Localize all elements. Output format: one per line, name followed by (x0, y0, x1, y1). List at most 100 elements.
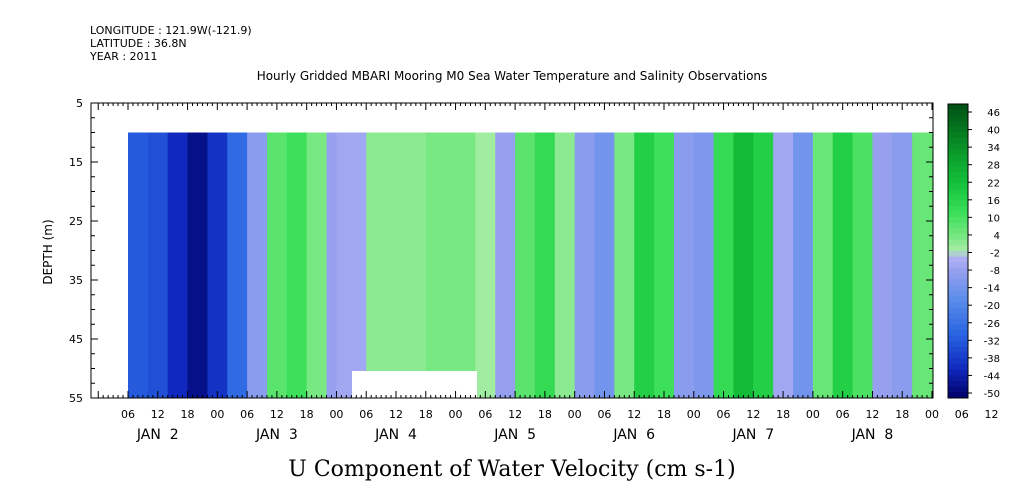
x-hour-label: 06 (836, 408, 850, 421)
colorbar-swatch (948, 194, 968, 201)
colorbar-swatch (948, 296, 968, 303)
heatmap-cell (832, 132, 854, 398)
colorbar-swatch (948, 109, 968, 116)
colorbar-swatch (948, 279, 968, 286)
colorbar-label: -38 (984, 354, 1000, 365)
heatmap-cell (892, 132, 913, 398)
colorbar-swatch (948, 245, 968, 252)
heatmap-cell (673, 132, 695, 398)
colorbar-swatch (948, 347, 968, 354)
x-hour-label: 06 (240, 408, 254, 421)
colorbar-swatch (948, 104, 968, 111)
x-hour-label: 06 (717, 408, 731, 421)
heatmap-cell (773, 132, 794, 398)
heatmap-cell (515, 132, 536, 398)
x-hour-label: 12 (985, 408, 999, 421)
colorbar-label: -50 (984, 389, 1000, 400)
colorbar-label: 46 (987, 108, 1000, 119)
chart-title: Hourly Gridded MBARI Mooring M0 Sea Wate… (257, 69, 768, 83)
colorbar-swatch (948, 284, 968, 292)
colorbar-label: 34 (987, 143, 1000, 154)
heatmap-cell (912, 132, 933, 398)
x-hour-label: 12 (865, 408, 879, 421)
colorbar-swatch (948, 132, 968, 139)
longitude-label: LONGITUDE : 121.9W(-121.9) (90, 24, 252, 37)
colorbar-swatch (948, 301, 968, 309)
colorbar-label: -26 (984, 319, 1000, 330)
colorbar-swatch (948, 392, 968, 399)
year-label: YEAR : 2011 (89, 50, 158, 63)
colorbar-label: 28 (987, 161, 1000, 172)
heatmap-cell (733, 132, 754, 398)
colorbar-label: 4 (994, 231, 1000, 242)
heatmap-cell (534, 132, 556, 398)
x-day-label: JAN 3 (255, 427, 298, 443)
colorbar-swatch (948, 239, 968, 246)
colorbar-label: -8 (990, 266, 1000, 277)
colorbar-label: -2 (990, 249, 1000, 260)
colorbar-swatch (948, 234, 968, 241)
x-hour-label: 00 (210, 408, 224, 421)
colorbar-swatch (948, 154, 968, 162)
y-tick-label: 45 (69, 333, 83, 346)
x-hour-label: 18 (300, 408, 314, 421)
heatmap-cell (654, 132, 675, 398)
colorbar-swatch (948, 324, 968, 331)
colorbar-swatch (948, 211, 968, 218)
heatmap-cell (396, 132, 427, 398)
heatmap-cell (227, 132, 248, 398)
colorbar-swatch (948, 313, 968, 320)
heatmap-cell (366, 132, 397, 398)
colorbar-swatch (948, 290, 968, 297)
x-hour-label: 06 (359, 408, 373, 421)
colorbar-swatch (948, 251, 968, 258)
y-axis: 5 15 25 35 45 55 (69, 97, 933, 405)
heatmap-cell (554, 132, 576, 398)
colorbar-label: 40 (987, 126, 1000, 137)
x-hour-label: 00 (806, 408, 820, 421)
x-hour-label: 06 (955, 408, 969, 421)
heatmap-cell (207, 132, 228, 398)
x-hour-label: 18 (776, 408, 790, 421)
colorbar-swatch (948, 120, 968, 128)
colorbar-swatch (948, 188, 968, 195)
colorbar-swatch (948, 330, 968, 337)
colorbar-swatch (948, 341, 968, 348)
heatmap-cell (793, 132, 814, 398)
heatmap-cell (475, 132, 496, 398)
colorbar-label: -44 (984, 371, 1000, 382)
colorbar-swatch (948, 205, 968, 212)
heatmap-cell (574, 132, 596, 398)
colorbar-swatch (948, 222, 968, 229)
colorbar-swatch (948, 200, 968, 207)
colorbar-swatch (948, 228, 968, 235)
y-tick-label: 25 (69, 215, 83, 228)
colorbar-swatch (948, 335, 968, 342)
colorbar-frame (947, 103, 969, 399)
heatmap-cell (187, 132, 209, 398)
colorbar-swatch (948, 177, 968, 184)
colorbar-swatch (948, 149, 968, 156)
colorbar-label: 10 (987, 213, 1000, 224)
x-hour-label: 12 (627, 408, 641, 421)
heatmap-cell (247, 132, 268, 398)
colorbar-swatch (948, 364, 968, 371)
x-axis-label: U Component of Water Velocity (cm s-1) (288, 457, 735, 482)
y-tick-label: 15 (69, 156, 83, 169)
x-hour-label: 00 (329, 408, 343, 421)
x-hour-label: 12 (151, 408, 165, 421)
y-tick-label: 35 (69, 274, 83, 287)
x-hour-label: 18 (181, 408, 195, 421)
colorbar-label: 22 (987, 178, 1000, 189)
colorbar-swatch (948, 183, 968, 190)
heatmap-cells (128, 132, 933, 398)
colorbar-swatch (948, 115, 968, 122)
x-day-label: JAN 5 (493, 427, 536, 443)
latitude-label: LATITUDE : 36.8N (90, 37, 187, 50)
colorbar-swatch (948, 267, 968, 275)
x-day-label: JAN 2 (136, 427, 179, 443)
colorbar-swatch (948, 166, 968, 173)
missing-data-region (352, 371, 477, 398)
x-hour-label: 12 (270, 408, 284, 421)
x-hour-label: 12 (508, 408, 522, 421)
